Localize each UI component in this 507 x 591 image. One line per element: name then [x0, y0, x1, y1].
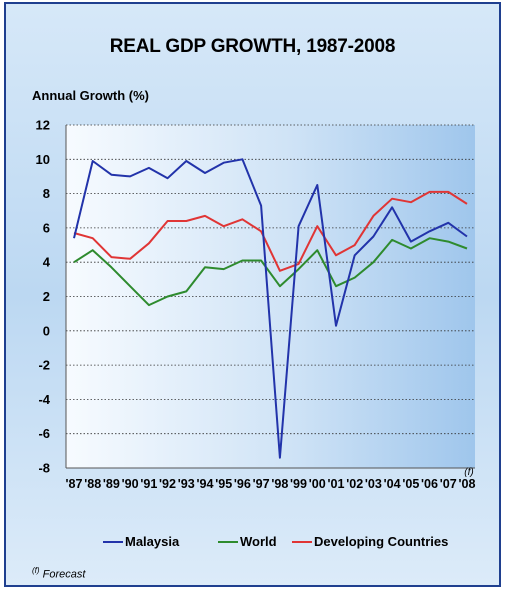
legend-swatch — [292, 540, 312, 543]
y-tick-label: 10 — [36, 152, 50, 167]
x-tick-label: '90 — [122, 477, 139, 491]
series-line-malaysia — [73, 158, 468, 459]
x-tick-label: '97 — [253, 477, 270, 491]
legend-label: Developing Countries — [314, 534, 449, 549]
line-chart: 121086420-2-4-6-8'87'88'89'90'91'92'93'9… — [36, 118, 476, 492]
y-tick-label: -4 — [38, 392, 50, 407]
legend-item: World — [218, 534, 277, 549]
x-tick-label: '99 — [290, 477, 307, 491]
forecast-footnote: (f) Forecast — [32, 566, 85, 581]
x-tick-label: '91 — [140, 477, 157, 491]
y-tick-label: -8 — [38, 461, 50, 476]
footnote-mark: (f) — [32, 566, 40, 575]
y-tick-label: 4 — [43, 255, 51, 270]
legend: Malaysia World Developing Countries — [6, 534, 499, 554]
x-tick-label: '96 — [234, 477, 251, 491]
chart-frame: REAL GDP GROWTH, 1987-2008 Annual Growth… — [4, 2, 501, 587]
forecast-marker: (f) — [464, 467, 473, 478]
x-tick-label: '04 — [384, 477, 401, 491]
x-tick-label: '00 — [309, 477, 326, 491]
x-tick-label: '02 — [346, 477, 363, 491]
x-tick-label: '94 — [197, 477, 214, 491]
x-tick-label: '89 — [103, 477, 120, 491]
chart-title: REAL GDP GROWTH, 1987-2008 — [109, 36, 396, 57]
series-line-developing-countries — [73, 190, 468, 272]
x-tick-label: '88 — [84, 477, 101, 491]
x-tick-label: '93 — [178, 477, 195, 491]
x-tick-label: '07 — [440, 477, 457, 491]
legend-label: Malaysia — [125, 534, 180, 549]
x-tick-label: '01 — [328, 477, 345, 491]
legend-label: World — [240, 534, 277, 549]
x-tick-label: '06 — [421, 477, 438, 491]
x-tick-label: '95 — [215, 477, 232, 491]
y-tick-label: 12 — [36, 118, 50, 133]
y-tick-label: 0 — [43, 323, 50, 338]
y-tick-label: 2 — [43, 289, 50, 304]
x-tick-label: '98 — [271, 477, 288, 491]
legend-swatch — [218, 540, 238, 543]
y-tick-label: -2 — [38, 358, 50, 373]
legend-item: Developing Countries — [292, 534, 448, 549]
x-tick-label: '05 — [402, 477, 419, 491]
y-tick-label: -6 — [38, 426, 50, 441]
series-line-world — [73, 237, 468, 307]
legend-swatch — [103, 540, 123, 543]
x-tick-label: '92 — [159, 477, 176, 491]
y-axis-label: Annual Growth (%) — [32, 88, 149, 103]
footnote-text: Forecast — [39, 568, 86, 581]
y-tick-label: 8 — [43, 186, 50, 201]
y-tick-label: 6 — [43, 220, 50, 235]
x-tick-label: '08 — [459, 477, 476, 491]
x-tick-label: '03 — [365, 477, 382, 491]
legend-item: Malaysia — [103, 534, 179, 549]
x-tick-label: '87 — [66, 477, 83, 491]
